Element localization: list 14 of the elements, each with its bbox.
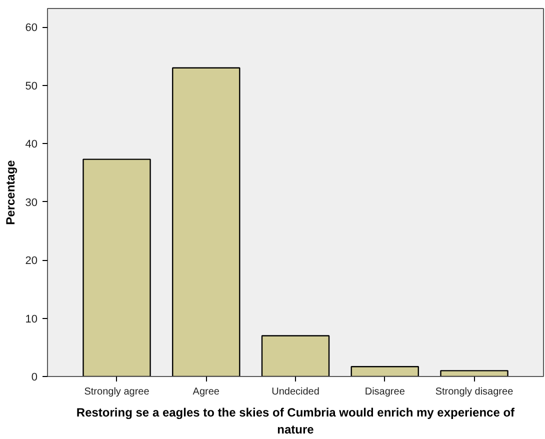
x-tick-label: Agree bbox=[192, 386, 220, 398]
y-axis-title: Percentage bbox=[3, 160, 18, 225]
y-tick-label: 10 bbox=[25, 313, 38, 326]
x-axis-title: Restoring se a eagles to the skies of Cumbria would enrich my experience of nature bbox=[76, 406, 516, 436]
y-tick-label: 40 bbox=[25, 138, 38, 151]
x-tick-label: Strongly agree bbox=[84, 386, 150, 398]
y-tick-label: 30 bbox=[25, 196, 38, 209]
x-tick-label: Undecided bbox=[272, 386, 320, 398]
y-tick-label: 0 bbox=[31, 372, 38, 384]
y-tick-label: 60 bbox=[25, 22, 38, 34]
y-tick-label: 20 bbox=[25, 255, 38, 268]
x-tick-label: Disagree bbox=[364, 386, 406, 398]
y-tick-label: 50 bbox=[25, 80, 38, 92]
x-tick-label: Strongly disagree bbox=[435, 386, 514, 398]
